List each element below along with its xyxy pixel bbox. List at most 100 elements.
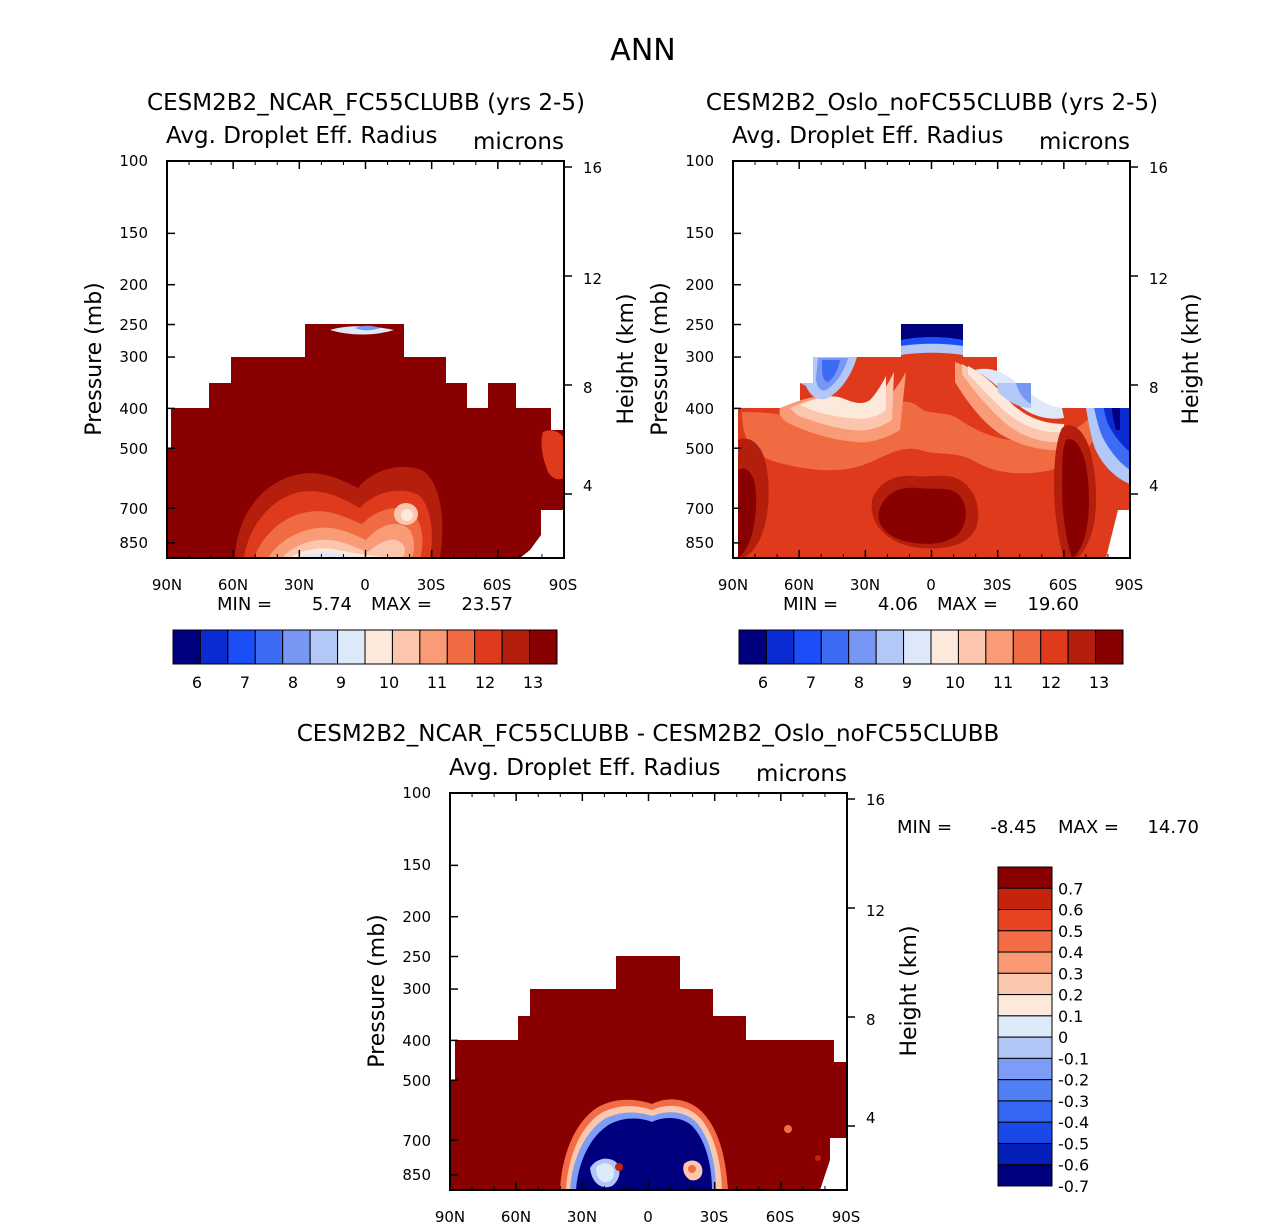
colorbar-label-oslo: 7 (806, 673, 816, 692)
colorbar-label-ncar: 10 (379, 673, 399, 692)
y-tick-label-ncar: 250 (119, 316, 148, 334)
colorbar-swatch-oslo (1095, 629, 1124, 665)
colorbar-label-oslo: 13 (1089, 673, 1109, 692)
colorbar-label-oslo: 11 (993, 673, 1013, 692)
units-label-ncar: microns (473, 129, 564, 155)
colorbar-swatch-oslo (820, 629, 850, 665)
x-tick-label-diff: 30N (567, 1208, 597, 1226)
y2-tick-label-ncar: 4 (583, 477, 593, 495)
variable-label-oslo: Avg. Droplet Eff. Radius (732, 123, 1004, 149)
y-tick-label-diff: 150 (402, 856, 431, 874)
y-axis-title-ncar: Pressure (mb) (82, 282, 107, 436)
x-tick-label-diff: 30S (700, 1208, 729, 1226)
y-tick-label-diff: 300 (402, 980, 431, 998)
x-tick-label-ncar: 30S (417, 576, 446, 594)
colorbar-swatch-ncar (446, 629, 476, 665)
y2-tick-label-diff: 8 (866, 1011, 876, 1029)
colorbar-swatch-diff (997, 909, 1053, 932)
x-tick-label-oslo: 30S (983, 576, 1012, 594)
colorbar-label-ncar: 8 (288, 673, 298, 692)
y2-tick-label-diff: 12 (866, 902, 885, 920)
x-tick-label-ncar: 60S (483, 576, 512, 594)
colorbar-swatch-ncar (199, 629, 229, 665)
colorbar-label-diff: -0.2 (1058, 1071, 1089, 1090)
colorbar-swatch-diff (997, 972, 1053, 996)
colorbar-label-diff: 0.1 (1058, 1007, 1083, 1026)
contour-oslo-17 (901, 343, 963, 355)
colorbar-swatch-ncar (172, 629, 201, 665)
colorbar-swatch-diff (997, 1079, 1053, 1102)
field-oslo (738, 324, 1130, 558)
colorbar-label-oslo: 12 (1041, 673, 1061, 692)
x-tick-label-diff: 0 (643, 1208, 653, 1226)
max-value-oslo: 19.60 (1027, 594, 1079, 615)
contour-oslo-7 (968, 366, 1064, 433)
x-tick-label-diff: 90N (435, 1208, 465, 1226)
colorbar-swatch-oslo (930, 629, 959, 665)
y-tick-label-oslo: 300 (685, 348, 714, 366)
colorbar-oslo (738, 629, 1124, 665)
panel-diff: CESM2B2_NCAR_FC55CLUBB - CESM2B2_Oslo_no… (297, 721, 1199, 1226)
panel-title-ncar: CESM2B2_NCAR_FC55CLUBB (yrs 2-5) (147, 90, 585, 116)
colorbar-label-oslo: 9 (902, 673, 912, 692)
x-tick-label-ncar: 30N (284, 576, 314, 594)
colorbar-swatch-diff (997, 887, 1053, 911)
colorbar-label-diff: 0.7 (1058, 879, 1083, 898)
colorbar-label-diff: -0.3 (1058, 1092, 1089, 1111)
colorbar-swatch-diff (997, 930, 1053, 953)
x-tick-label-oslo: 60S (1049, 576, 1078, 594)
y-tick-label-oslo: 250 (685, 316, 714, 334)
y-tick-label-diff: 100 (402, 784, 431, 802)
max-label-oslo: MAX = (937, 594, 998, 615)
units-label-diff: microns (756, 761, 847, 787)
y-tick-label-oslo: 400 (685, 400, 714, 418)
colorbar-swatch-diff (997, 1164, 1053, 1187)
y-tick-label-ncar: 700 (119, 500, 148, 518)
contour-ncar-7 (298, 552, 372, 558)
y-tick-label-ncar: 300 (119, 348, 148, 366)
colorbar-swatch-ncar (254, 629, 284, 665)
figure-title: ANN (610, 33, 675, 68)
y-tick-label-oslo: 500 (685, 440, 714, 458)
min-label-ncar: MIN = (217, 594, 272, 615)
field-diff (450, 956, 847, 1190)
colorbar-swatch-ncar (337, 629, 366, 665)
y2-tick-label-oslo: 12 (1149, 270, 1168, 288)
colorbar-swatch-ncar (391, 629, 421, 665)
contour-ncar-10 (541, 430, 564, 480)
colorbar-label-diff: -0.5 (1058, 1134, 1089, 1153)
y-tick-label-ncar: 400 (119, 400, 148, 418)
min-value-diff: -8.45 (990, 817, 1037, 838)
colorbar-swatch-ncar (227, 629, 256, 665)
panel-oslo: CESM2B2_Oslo_noFC55CLUBB (yrs 2-5) Avg. … (648, 90, 1204, 692)
colorbar-swatch-ncar (282, 629, 311, 665)
max-label-ncar: MAX = (371, 594, 432, 615)
colorbar-swatch-ncar (501, 629, 531, 665)
colorbar-label-diff: 0.2 (1058, 986, 1083, 1005)
colorbar-swatch-oslo (1012, 629, 1042, 665)
colorbar-label-ncar: 6 (192, 673, 202, 692)
colorbar-label-diff: 0.6 (1058, 901, 1083, 920)
y-tick-label-oslo: 150 (685, 224, 714, 242)
y2-tick-label-diff: 4 (866, 1109, 876, 1127)
y-tick-label-ncar: 500 (119, 440, 148, 458)
contour-diff-10 (784, 1125, 792, 1133)
colorbar-swatch-ncar (474, 629, 503, 665)
max-value-ncar: 23.57 (461, 594, 513, 615)
colorbar-label-diff: -0.6 (1058, 1156, 1089, 1175)
colorbar-label-ncar: 9 (336, 673, 346, 692)
y2-tick-label-ncar: 8 (583, 379, 593, 397)
x-tick-label-oslo: 30N (850, 576, 880, 594)
x-tick-label-diff: 60N (501, 1208, 531, 1226)
y2-tick-label-oslo: 4 (1149, 477, 1159, 495)
colorbar-swatch-oslo (985, 629, 1014, 665)
colorbar-swatch-ncar (364, 629, 393, 665)
colorbar-label-ncar: 13 (523, 673, 543, 692)
colorbar-swatch-diff (997, 994, 1053, 1017)
contour-oslo-14 (1062, 439, 1089, 558)
contour-diff-7 (615, 1163, 623, 1171)
colorbar-label-oslo: 10 (945, 673, 965, 692)
y2-tick-label-ncar: 12 (583, 270, 602, 288)
contour-oslo-1 (742, 401, 1094, 474)
